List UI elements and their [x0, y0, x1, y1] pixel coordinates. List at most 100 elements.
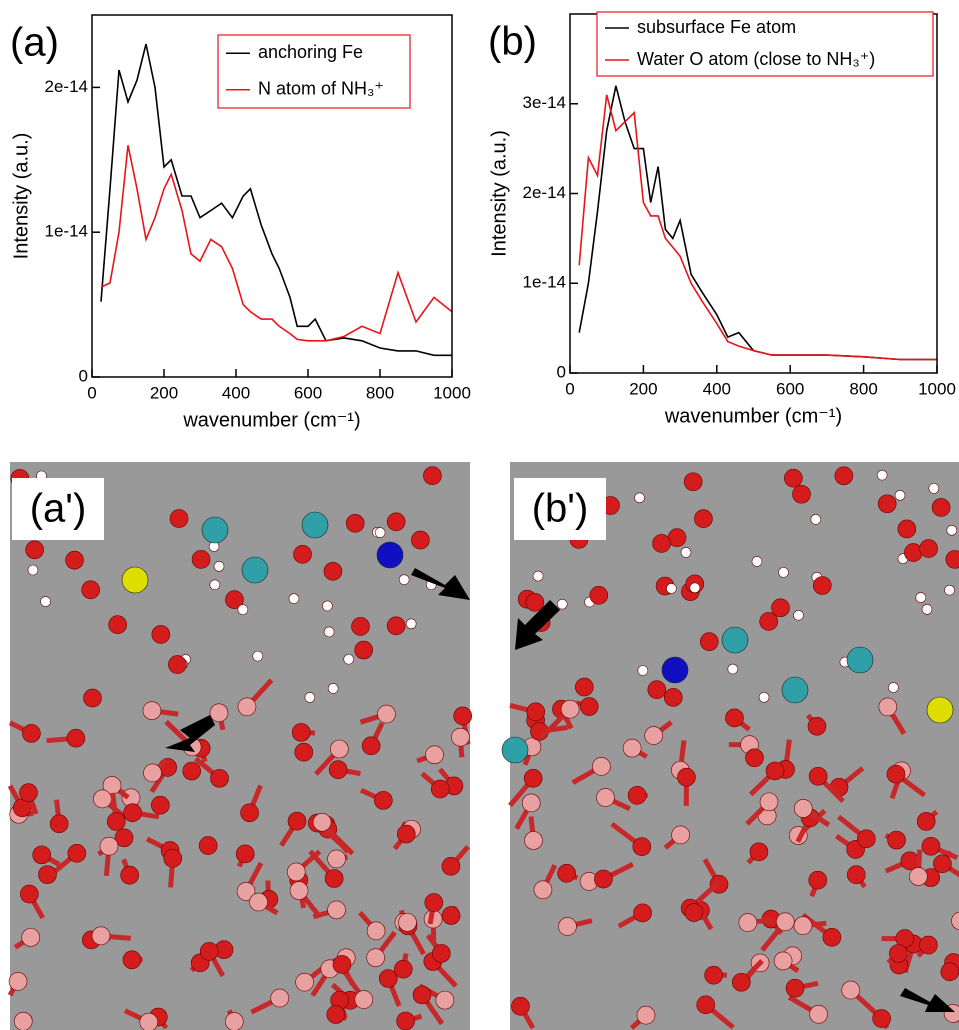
atom — [182, 761, 202, 781]
atom — [327, 849, 346, 869]
atom — [366, 921, 386, 941]
legend-label: N atom of NH₃⁺ — [258, 79, 384, 99]
atom — [19, 783, 38, 802]
atom — [293, 545, 312, 564]
atom — [209, 703, 229, 723]
series-line — [100, 145, 453, 342]
atom — [680, 547, 692, 558]
plot-frame — [91, 14, 453, 378]
x-tick-label: 600 — [294, 383, 322, 402]
atom — [91, 926, 111, 946]
atom — [412, 985, 432, 1005]
atom — [699, 632, 719, 651]
atom — [916, 812, 936, 831]
x-tick-label: 200 — [150, 383, 178, 402]
atom — [67, 844, 87, 863]
atom — [732, 972, 751, 992]
atom — [663, 688, 683, 707]
atom — [951, 911, 959, 931]
atom — [857, 829, 876, 849]
atom — [323, 626, 335, 638]
atom — [671, 825, 690, 845]
atom — [887, 830, 906, 850]
atom — [198, 836, 218, 855]
x-tick-label: 800 — [366, 383, 394, 402]
atom — [501, 736, 529, 764]
atom — [928, 483, 940, 494]
atom — [689, 582, 701, 594]
atom — [106, 812, 126, 831]
atom — [304, 692, 316, 703]
x-tick-label: 400 — [222, 383, 250, 402]
atom — [926, 696, 954, 724]
y-tick-label: 0 — [557, 362, 566, 381]
atom — [151, 625, 171, 644]
atom — [287, 811, 307, 831]
atom — [521, 793, 541, 813]
atom — [291, 723, 311, 742]
atom — [749, 842, 769, 862]
x-axis-label: wavenumber (cm⁻¹) — [182, 409, 360, 431]
atom — [25, 540, 44, 560]
legend-box — [596, 11, 934, 77]
atom — [451, 727, 470, 747]
atom — [393, 959, 413, 979]
atom — [441, 857, 461, 876]
panel-label: (a) — [10, 21, 59, 65]
atom — [351, 617, 370, 636]
atom — [945, 550, 959, 569]
molecules — [7, 466, 959, 1030]
atom — [354, 640, 373, 660]
atom — [20, 884, 39, 904]
atom — [327, 683, 339, 694]
atom — [921, 604, 933, 615]
atom — [22, 724, 41, 743]
atom — [396, 1011, 415, 1030]
series-line — [578, 85, 937, 361]
atom — [354, 990, 374, 1009]
panel-label: (b') — [532, 487, 589, 531]
atom — [919, 935, 938, 955]
atom — [40, 596, 51, 607]
atom — [661, 656, 689, 684]
atom — [759, 792, 779, 812]
atom — [374, 791, 393, 810]
atom — [834, 466, 854, 486]
atom — [594, 869, 613, 889]
atom — [151, 795, 170, 815]
atom — [596, 788, 615, 807]
atom — [785, 978, 805, 998]
atom — [533, 880, 553, 900]
atom — [526, 702, 546, 722]
atom — [237, 697, 257, 717]
panel-label: (b) — [488, 20, 537, 64]
atom — [666, 583, 677, 594]
atom — [323, 562, 343, 581]
x-tick-label: 600 — [776, 379, 804, 398]
atom — [122, 950, 142, 970]
atom — [652, 534, 671, 553]
x-tick-label: 800 — [849, 379, 877, 398]
atom — [386, 512, 406, 532]
atom — [900, 851, 920, 871]
atom — [944, 584, 955, 596]
atom — [378, 969, 398, 988]
y-tick-label: 2e-14 — [523, 183, 566, 202]
atom — [411, 530, 430, 550]
atom — [270, 988, 290, 1008]
atom — [633, 903, 652, 923]
label-box — [514, 478, 606, 540]
atom — [27, 564, 39, 576]
atom — [575, 677, 594, 697]
atom — [236, 882, 256, 901]
atom — [810, 514, 822, 525]
atom — [931, 498, 951, 517]
atom — [877, 494, 897, 514]
atom — [405, 618, 417, 630]
atom — [793, 916, 813, 936]
atom — [301, 511, 329, 539]
atom — [241, 556, 269, 584]
atom — [523, 769, 543, 788]
atom — [225, 590, 244, 610]
legend-label: subsurface Fe atom — [637, 17, 796, 37]
